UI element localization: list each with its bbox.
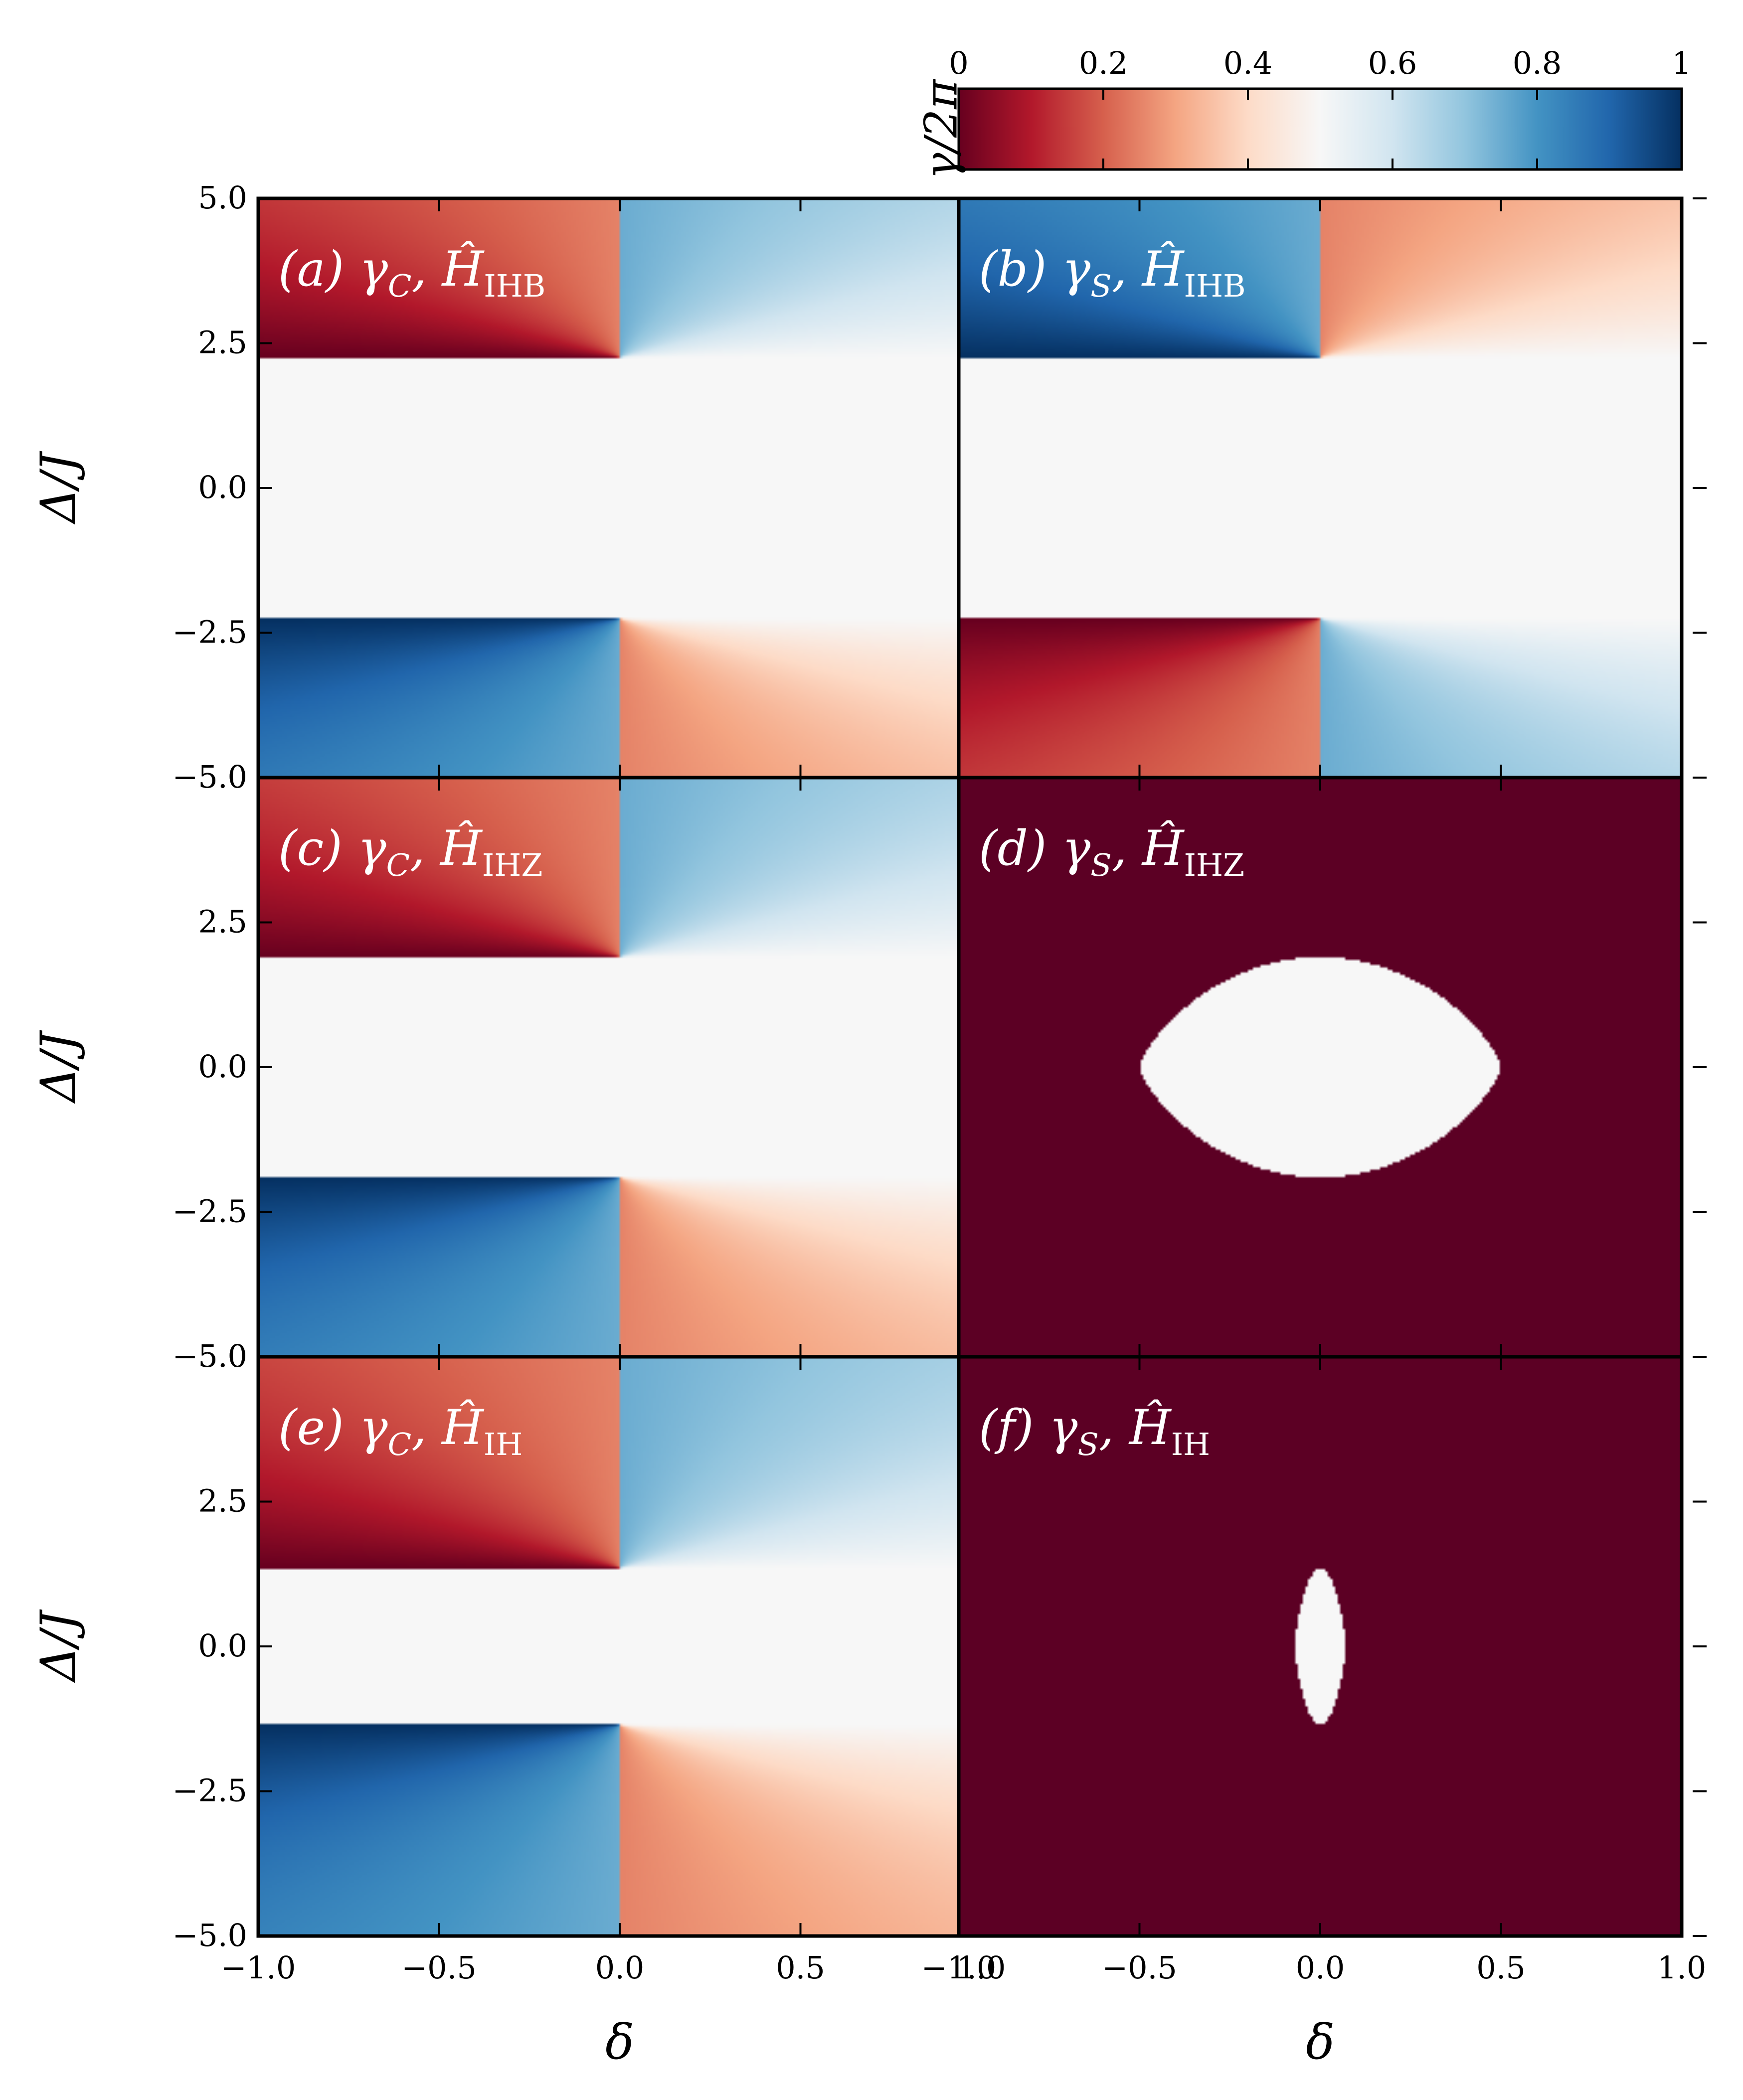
panel-label: (e) γC, ĤIH (278, 1400, 523, 1462)
x-tick-label: 0.0 (595, 1949, 645, 1986)
y-tick-label: 2.5 (198, 904, 247, 940)
y-tick-label: 5.0 (198, 759, 247, 795)
panel-label: (c) γC, ĤIHZ (278, 820, 542, 883)
colorbar: 0 0.2 0.4 0.6 0.8 1 γ/2π (915, 45, 1691, 179)
panel-label: (a) γC, ĤIHB (278, 241, 545, 304)
y-axis-label: Δ/J (30, 451, 86, 525)
colorbar-tick-label: 0.6 (1368, 45, 1417, 81)
x-tick-label: 0.5 (776, 1949, 825, 1986)
colorbar-tick-label: 1 (1672, 45, 1691, 81)
colorbar-ticks: 0 0.2 0.4 0.6 0.8 1 (949, 45, 1692, 169)
x-tick-label: −0.5 (401, 1949, 477, 1986)
y-tick-label: 5.0 (198, 179, 247, 216)
y-tick-label: −5.0 (172, 1917, 247, 1953)
colorbar-tick-label: 0.8 (1513, 45, 1562, 81)
x-tick-label: 1.0 (957, 1949, 1006, 1986)
y-tick-label: −2.5 (172, 1193, 247, 1230)
colorbar-tick-label: 0.4 (1223, 45, 1273, 81)
y-tick-label: 2.5 (198, 1483, 247, 1519)
y-tick-label: −5.0 (172, 759, 247, 795)
panel-a: (a) γC, ĤIHB 5.0 2.5 0.0 −2.5 −5.0 (172, 179, 1707, 795)
colorbar-tick-label: 0.2 (1079, 45, 1128, 81)
y-tick-label: 0.0 (198, 1048, 247, 1085)
y-tick-label: 2.5 (198, 324, 247, 361)
colorbar-gradient (957, 87, 1683, 171)
y-tick-label: −2.5 (172, 1773, 247, 1809)
panel-c: (c) γC, ĤIHZ 5.0 2.5 0.0 −2.5 −5.0 (172, 759, 1707, 1374)
heatmap-image (258, 198, 981, 778)
y-tick-label: −2.5 (172, 614, 247, 650)
panel-b: (b) γS, ĤIHB (957, 196, 1684, 780)
heatmap-image (258, 1357, 981, 1936)
y-tick-label: −5.0 (172, 1338, 247, 1374)
x-axis-label: δ (605, 2014, 634, 2070)
x-tick-label: 0.0 (1296, 1949, 1345, 1986)
heatmap-image (959, 1357, 1682, 1936)
colorbar-label: γ/2π (915, 79, 967, 179)
panel-label: (b) γS, ĤIHB (979, 241, 1246, 304)
panel-label: (f) γS, ĤIH (979, 1400, 1210, 1462)
heatmap-image (959, 778, 1682, 1357)
x-tick-label: −0.5 (1102, 1949, 1177, 1986)
panel-grid: (a) γC, ĤIHB 5.0 2.5 0.0 −2.5 −5.0 (b) γS, ĤIH… (172, 179, 1707, 1986)
x-tick-label: 1.0 (1657, 1949, 1707, 1986)
y-tick-label: 0.0 (198, 469, 247, 505)
y-tick-label: 5.0 (198, 1338, 247, 1374)
x-axis-label: δ (1306, 2014, 1335, 2070)
axis-labels: Δ/J Δ/J Δ/J δ δ (30, 451, 1335, 2070)
panel-label: (d) γS, ĤIHZ (979, 820, 1244, 883)
x-tick-label: −1.0 (921, 1949, 997, 1986)
y-tick-label: 0.0 (198, 1627, 247, 1664)
panel-f: (f) γS, ĤIH −1.0 −0.5 0.0 0.5 1.0 (921, 1355, 1707, 1986)
x-tick-label: −1.0 (221, 1949, 296, 1986)
heatmap-image (258, 778, 981, 1357)
panel-d: (d) γS, ĤIHZ (957, 776, 1684, 1359)
heatmap-image (959, 198, 1682, 778)
y-axis-label: Δ/J (30, 1030, 86, 1104)
colorbar-tick-label: 0 (949, 45, 968, 81)
y-axis-label: Δ/J (30, 1609, 86, 1683)
x-tick-label: 0.5 (1476, 1949, 1526, 1986)
